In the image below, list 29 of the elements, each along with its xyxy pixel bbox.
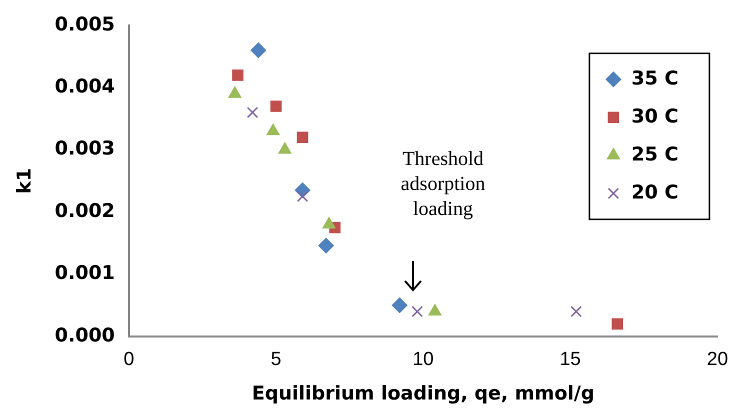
annotation: Threshold adsorption loading: [400, 147, 486, 222]
x-tick-label: 20: [706, 349, 728, 370]
point: [570, 306, 582, 318]
x-tick-label: 15: [560, 349, 581, 370]
x-tick-label: 5: [270, 349, 282, 370]
point: [296, 132, 308, 144]
point: [246, 106, 258, 118]
point: [296, 190, 308, 202]
y-tick-label: 0.005: [54, 13, 115, 36]
y-tick-label: 0.000: [54, 324, 115, 346]
point: [250, 42, 266, 58]
y-tick-label: 0.002: [54, 200, 115, 222]
y-axis-title: k1: [13, 168, 36, 194]
legend-label: 25 C: [631, 143, 678, 166]
legend-label: 20 C: [631, 181, 678, 204]
point: [318, 238, 334, 254]
y-tick-label: 0.004: [54, 76, 115, 98]
point: [612, 318, 624, 330]
y-tick-label: 0.001: [54, 262, 115, 284]
legend-label: 30 C: [631, 105, 678, 128]
point: [392, 297, 408, 314]
legend-label: 35 C: [631, 67, 678, 90]
point: [270, 100, 282, 112]
x-axis-title: Equilibrium loading, qe, mmol/g: [252, 382, 594, 405]
point: [232, 70, 244, 81]
x-tick-label: 10: [412, 349, 434, 370]
point: [412, 306, 423, 318]
x-tick-label: 0: [124, 349, 134, 370]
y-tick-label: 0.003: [54, 138, 115, 160]
